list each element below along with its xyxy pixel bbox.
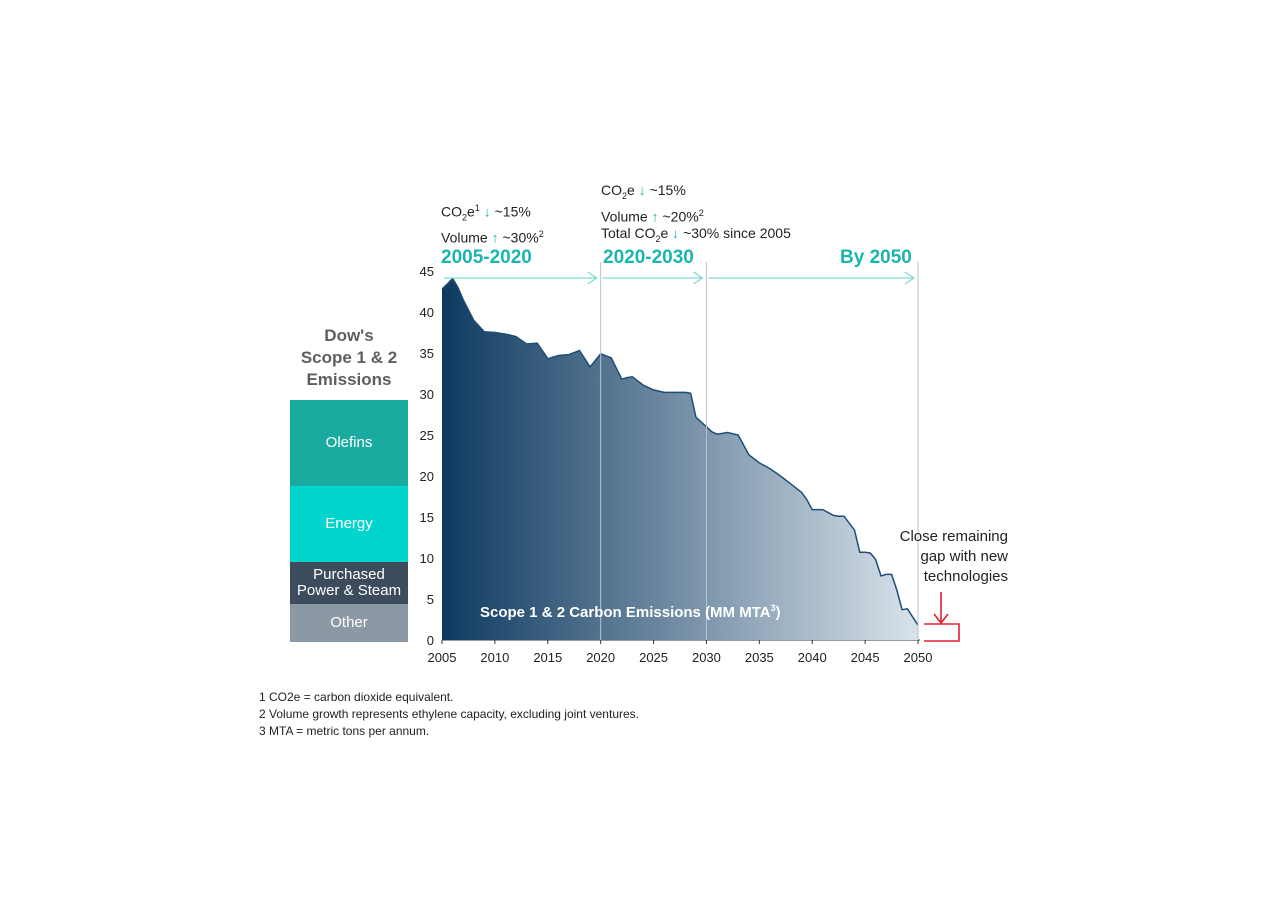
legend-item-label-line1: Purchased (313, 566, 385, 583)
phase-arrow-head-icon (904, 271, 916, 285)
y-tick-label: 20 (420, 469, 434, 484)
legend-item-label: Olefins (325, 434, 373, 451)
gap-annotation-line2: gap with new (920, 548, 1008, 565)
x-tick-label: 2035 (745, 650, 774, 665)
y-tick-label: 5 (427, 592, 434, 607)
y-tick-label: 40 (420, 305, 434, 320)
x-tick-label: 2010 (480, 650, 509, 665)
x-tick-label: 2050 (904, 650, 933, 665)
gap-layer (924, 592, 960, 642)
y-tick-label: 25 (420, 428, 434, 443)
x-tick-label: 2015 (533, 650, 562, 665)
gap-annotation: Close remaining gap with new technologie… (858, 527, 1008, 587)
legend-title-line2: Scope 1 & 2 (300, 348, 398, 367)
gap-bracket-icon (924, 623, 960, 642)
phase-note-1: CO2e1 ↓ ~15% Volume ↑ ~30%2 (441, 200, 544, 247)
x-tick-label: 2020 (586, 650, 615, 665)
y-tick-label: 15 (420, 510, 434, 525)
down-arrow-icon: ↓ (672, 225, 680, 242)
x-tick-label: 2005 (428, 650, 457, 665)
legend-item-label: Energy (325, 515, 373, 532)
up-arrow-icon: ↑ (491, 230, 499, 247)
down-arrow-icon: ↓ (638, 182, 646, 198)
phase-label-by-2050: By 2050 (840, 247, 912, 268)
note2-line1: CO2e ↓ ~15% (601, 182, 686, 201)
chart-title-text: Scope 1 & 2 Carbon Emissions (MM MTA (480, 604, 771, 621)
x-tick-label: 2030 (692, 650, 721, 665)
y-tick-label: 0 (427, 633, 434, 648)
chart-title-end: ) (776, 604, 781, 621)
note1-line1: CO2e1 ↓ ~15% (441, 203, 531, 223)
legend-item-olefins: Olefins (290, 400, 408, 486)
x-tick-label: 2045 (851, 650, 880, 665)
x-tick-label: 2025 (639, 650, 668, 665)
area-layer (441, 277, 919, 640)
note2-line2: Volume ↑ ~20%2 (601, 207, 704, 225)
y-tick-label: 35 (420, 346, 434, 361)
note1-line2: Volume ↑ ~30%2 (441, 229, 544, 247)
emissions-area (442, 278, 918, 640)
legend-item-other: Other (290, 604, 408, 642)
phase-layer (444, 262, 919, 640)
phase-arrow-head-icon (693, 271, 704, 285)
down-arrow-icon: ↓ (483, 203, 491, 220)
gap-annotation-line3: technologies (923, 568, 1008, 585)
legend-item-label: Other (330, 614, 368, 631)
phase-label-2005-2020: 2005-2020 (441, 247, 532, 268)
phase-note-2: CO2e ↓ ~15% Volume ↑ ~20%2 Total CO2e ↓ … (601, 182, 791, 248)
y-tick-label: 10 (420, 551, 434, 566)
axis-layer: 2005 2010 2015 2020 2025 2030 2035 2040 2045 2050… (420, 264, 933, 665)
legend-item-energy: Energy (290, 486, 408, 562)
y-tick-label: 45 (420, 264, 434, 279)
x-tick-label: 2040 (798, 650, 827, 665)
legend-title-line1: Dow's (324, 326, 374, 345)
up-arrow-icon: ↑ (651, 208, 659, 225)
note2-line3: Total CO2e ↓ ~30% since 2005 (601, 225, 791, 245)
y-tick-label: 30 (420, 387, 434, 402)
footnote-1: 1 CO2e = carbon dioxide equivalent. (259, 690, 454, 704)
chart-title: Scope 1 & 2 Carbon Emissions (MM MTA3) (480, 603, 781, 621)
emissions-line (441, 277, 919, 626)
legend-title: Dow's Scope 1 & 2 Emissions (290, 325, 408, 391)
legend-item-purchased-power: Purchased Power & Steam (290, 562, 408, 604)
legend-item-label-line2: Power & Steam (296, 582, 402, 599)
phase-label-2020-2030: 2020-2030 (603, 247, 694, 268)
chart-title-sup: 3 (771, 603, 776, 613)
legend-title-line3: Emissions (306, 370, 392, 389)
footnote-3: 3 MTA = metric tons per annum. (259, 724, 430, 738)
footnote-2: 2 Volume growth represents ethylene capa… (259, 707, 639, 721)
gap-arrow-head-icon (933, 613, 949, 625)
phase-arrow-head-icon (587, 271, 598, 285)
gap-annotation-line1: Close remaining (899, 528, 1008, 545)
